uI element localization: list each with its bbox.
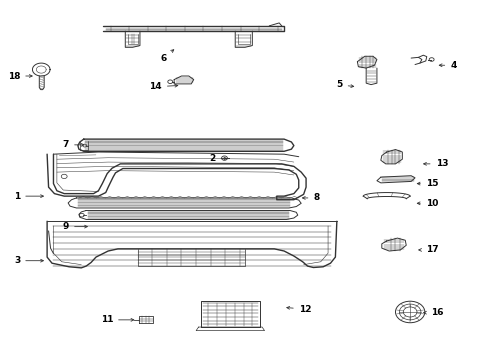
Text: 2: 2: [209, 154, 227, 163]
Text: 17: 17: [419, 246, 439, 255]
Text: 18: 18: [8, 72, 32, 81]
Text: 6: 6: [161, 50, 174, 63]
Text: 12: 12: [287, 305, 311, 314]
Text: 15: 15: [417, 179, 438, 188]
Text: 1: 1: [14, 192, 44, 201]
Text: 8: 8: [302, 193, 319, 202]
Text: 9: 9: [63, 222, 87, 231]
Text: 16: 16: [424, 308, 443, 317]
Text: 11: 11: [100, 315, 134, 324]
Text: 14: 14: [149, 82, 178, 91]
Text: 10: 10: [417, 199, 438, 208]
Text: 5: 5: [337, 81, 354, 90]
Text: 7: 7: [63, 140, 84, 149]
Text: 4: 4: [439, 61, 457, 70]
Text: 13: 13: [424, 159, 448, 168]
Text: 3: 3: [14, 256, 44, 265]
